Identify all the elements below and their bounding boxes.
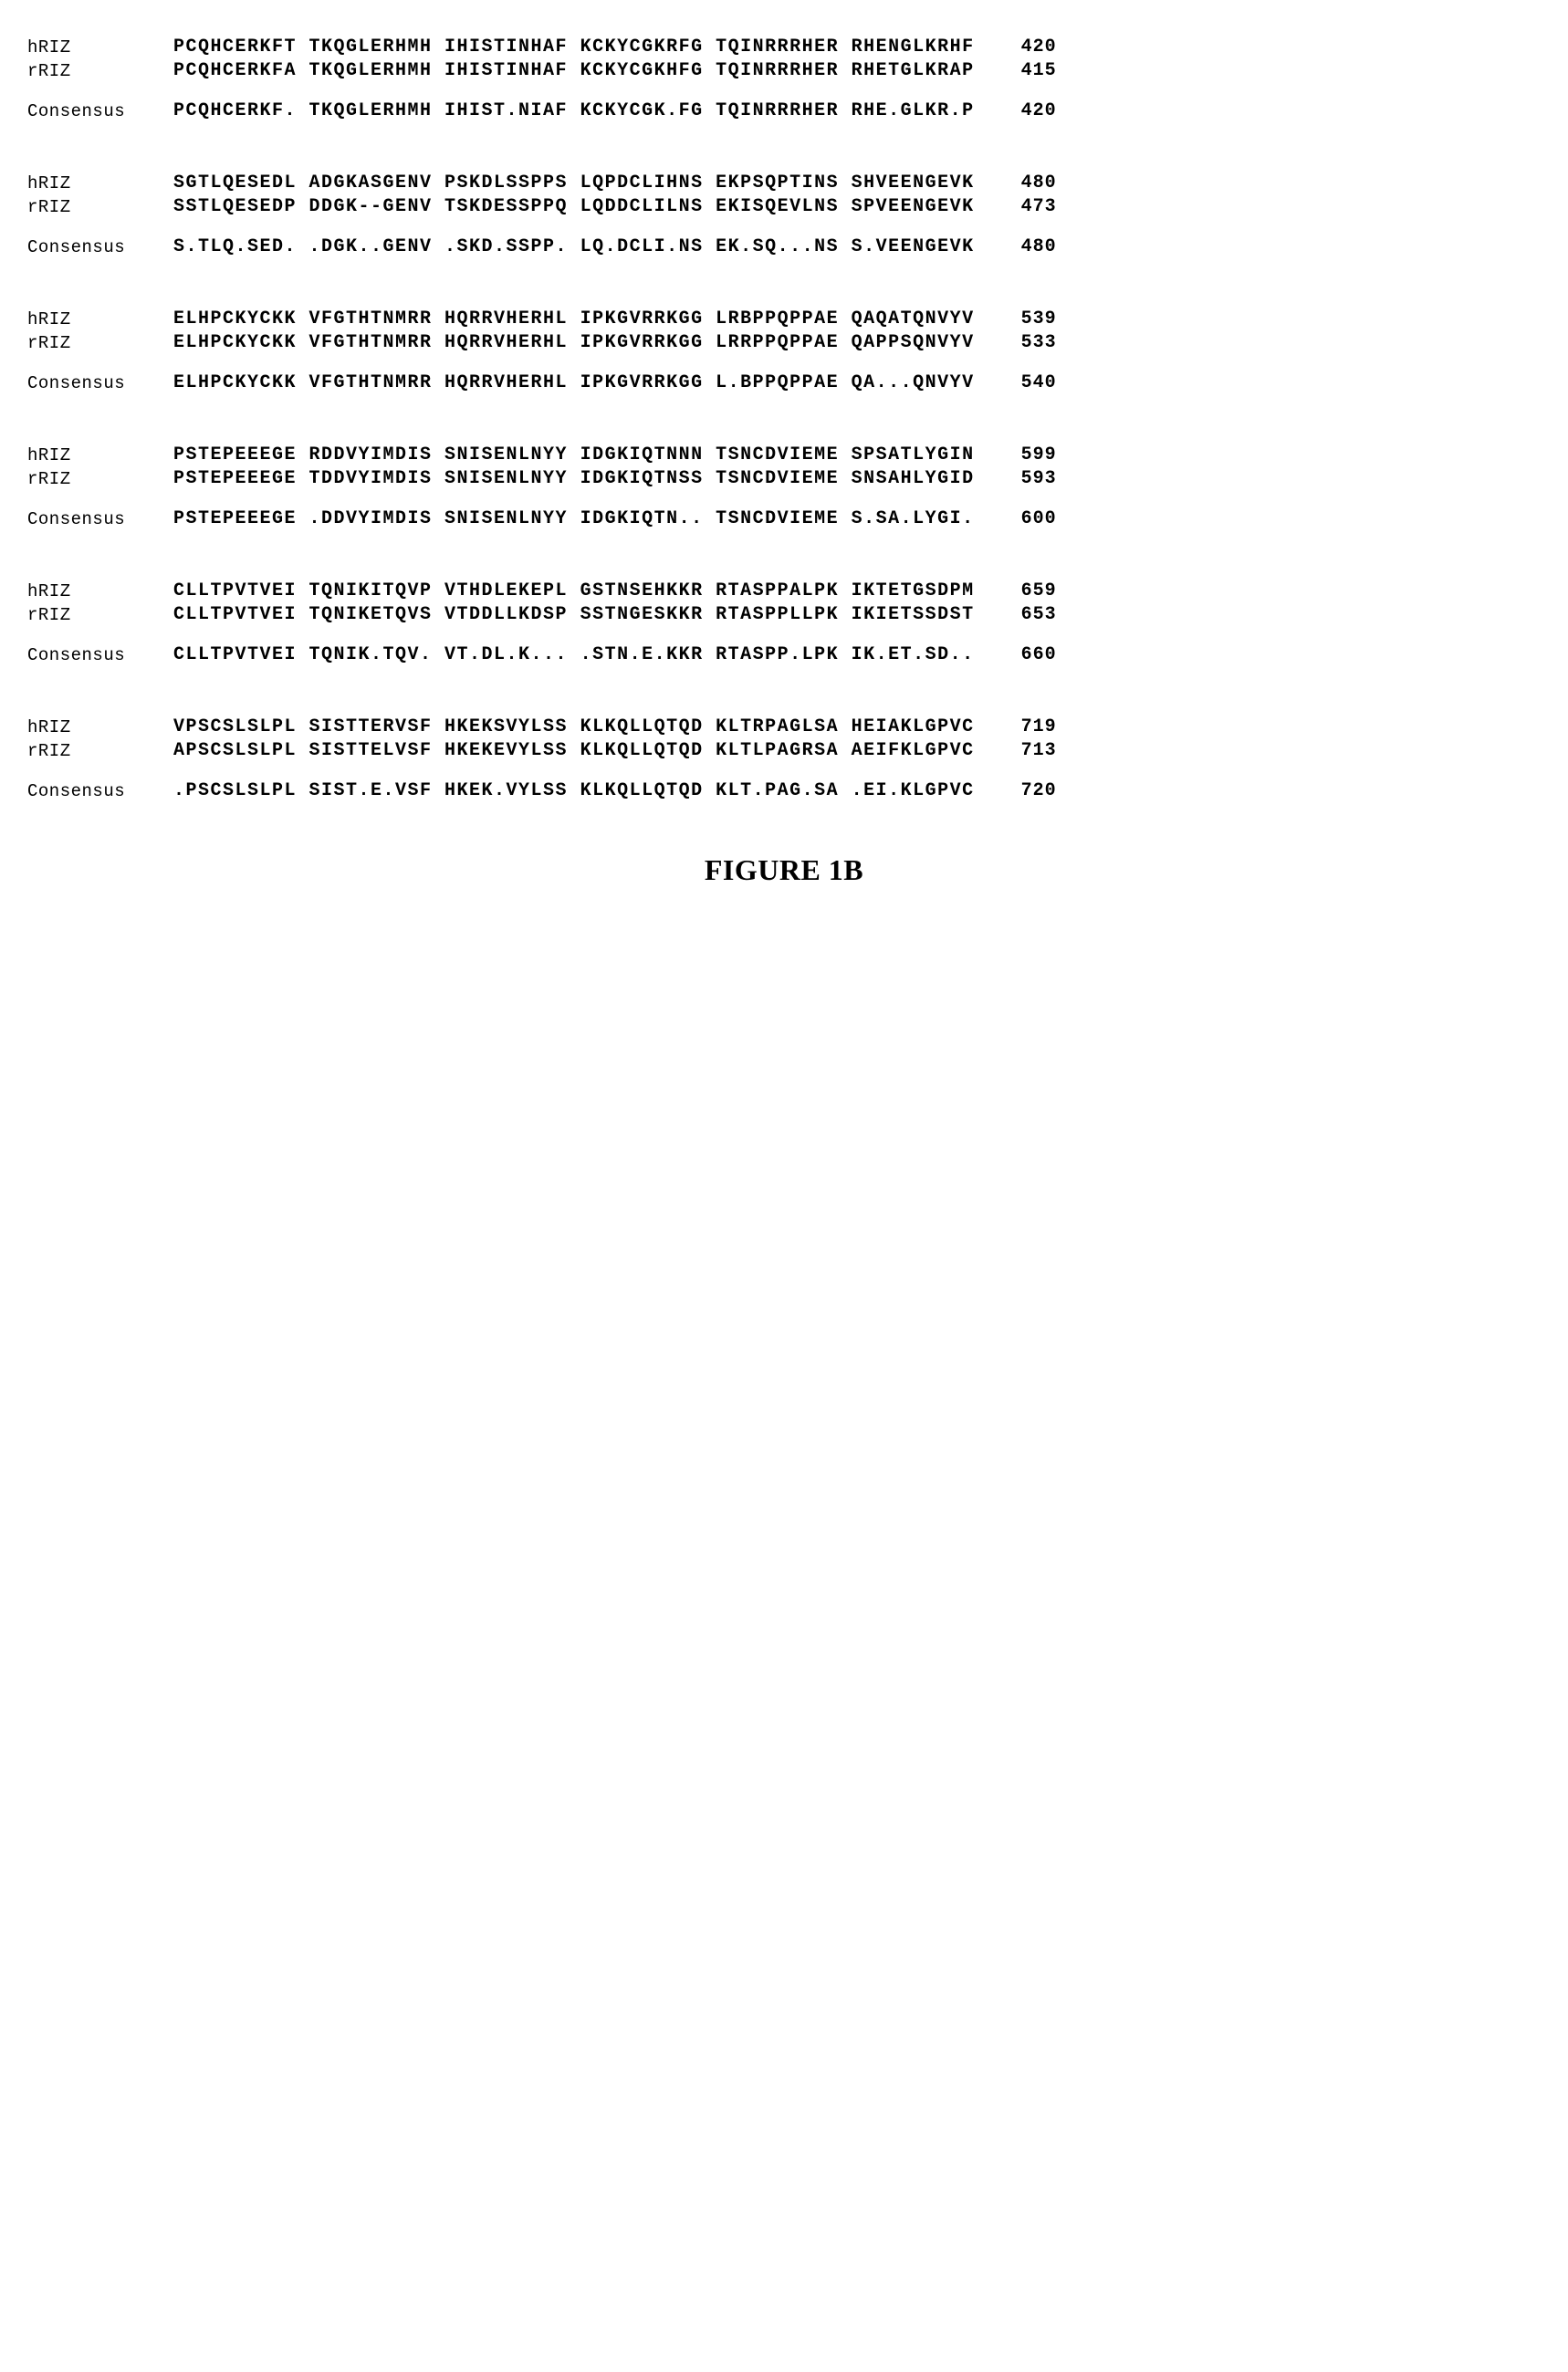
sequence-text: APSCSLSLPL SISTTELVSF HKEKEVYLSS KLKQLLQ…	[173, 740, 975, 762]
sequence-text: ELHPCKYCKK VFGTHTNMRR HQRRVHERHL IPKGVRR…	[173, 308, 975, 330]
alignment-row: hRIZVPSCSLSLPL SISTTERVSF HKEKSVYLSS KLK…	[27, 716, 1541, 738]
position-number: 420	[993, 37, 1057, 58]
sequence-label: rRIZ	[27, 61, 173, 82]
sequence-label: rRIZ	[27, 605, 173, 626]
sequence-label: hRIZ	[27, 445, 173, 466]
alignment-row: ConsensusPSTEPEEEGE .DDVYIMDIS SNISENLNY…	[27, 508, 1541, 530]
position-number: 533	[993, 332, 1057, 354]
alignment-row: ConsensusCLLTPVTVEI TQNIK.TQV. VT.DL.K..…	[27, 644, 1541, 666]
sequence-label: hRIZ	[27, 309, 173, 330]
sequence-text: PCQHCERKFT TKQGLERHMH IHISTINHAF KCKYCGK…	[173, 37, 975, 58]
sequence-text: PSTEPEEEGE .DDVYIMDIS SNISENLNYY IDGKIQT…	[173, 508, 975, 530]
sequence-text: ELHPCKYCKK VFGTHTNMRR HQRRVHERHL IPKGVRR…	[173, 332, 975, 354]
alignment-block: hRIZCLLTPVTVEI TQNIKITQVP VTHDLEKEPL GST…	[27, 580, 1541, 666]
sequence-label: rRIZ	[27, 741, 173, 762]
position-number: 593	[993, 468, 1057, 490]
position-number: 653	[993, 604, 1057, 626]
alignment-row: rRIZCLLTPVTVEI TQNIKETQVS VTDDLLKDSP SST…	[27, 604, 1541, 626]
sequence-text: .PSCSLSLPL SIST.E.VSF HKEK.VYLSS KLKQLLQ…	[173, 780, 975, 802]
sequence-text: PSTEPEEEGE RDDVYIMDIS SNISENLNYY IDGKIQT…	[173, 444, 975, 466]
sequence-text: ELHPCKYCKK VFGTHTNMRR HQRRVHERHL IPKGVRR…	[173, 372, 975, 394]
alignment-row: ConsensusS.TLQ.SED. .DGK..GENV .SKD.SSPP…	[27, 236, 1541, 258]
position-number: 420	[993, 100, 1057, 122]
sequence-label: hRIZ	[27, 581, 173, 602]
sequence-text: S.TLQ.SED. .DGK..GENV .SKD.SSPP. LQ.DCLI…	[173, 236, 975, 258]
sequence-alignment-container: hRIZPCQHCERKFT TKQGLERHMH IHISTINHAF KCK…	[27, 37, 1541, 802]
position-number: 720	[993, 780, 1057, 802]
sequence-label: rRIZ	[27, 333, 173, 354]
position-number: 480	[993, 172, 1057, 194]
position-number: 480	[993, 236, 1057, 258]
sequence-label: hRIZ	[27, 717, 173, 738]
sequence-text: SGTLQESEDL ADGKASGENV PSKDLSSPPS LQPDCLI…	[173, 172, 975, 194]
position-number: 659	[993, 580, 1057, 602]
alignment-block: hRIZSGTLQESEDL ADGKASGENV PSKDLSSPPS LQP…	[27, 172, 1541, 258]
sequence-label: Consensus	[27, 373, 173, 394]
spacer-row	[27, 492, 1541, 508]
sequence-label: Consensus	[27, 781, 173, 802]
alignment-block: hRIZELHPCKYCKK VFGTHTNMRR HQRRVHERHL IPK…	[27, 308, 1541, 394]
alignment-row: hRIZSGTLQESEDL ADGKASGENV PSKDLSSPPS LQP…	[27, 172, 1541, 194]
sequence-text: CLLTPVTVEI TQNIKETQVS VTDDLLKDSP SSTNGES…	[173, 604, 975, 626]
alignment-block: hRIZPCQHCERKFT TKQGLERHMH IHISTINHAF KCK…	[27, 37, 1541, 122]
sequence-label: hRIZ	[27, 37, 173, 58]
sequence-label: rRIZ	[27, 197, 173, 218]
alignment-row: hRIZPCQHCERKFT TKQGLERHMH IHISTINHAF KCK…	[27, 37, 1541, 58]
sequence-label: rRIZ	[27, 469, 173, 490]
spacer-row	[27, 628, 1541, 644]
position-number: 713	[993, 740, 1057, 762]
sequence-label: Consensus	[27, 645, 173, 666]
alignment-row: ConsensusPCQHCERKF. TKQGLERHMH IHIST.NIA…	[27, 100, 1541, 122]
alignment-row: hRIZELHPCKYCKK VFGTHTNMRR HQRRVHERHL IPK…	[27, 308, 1541, 330]
alignment-block: hRIZVPSCSLSLPL SISTTERVSF HKEKSVYLSS KLK…	[27, 716, 1541, 802]
alignment-block: hRIZPSTEPEEEGE RDDVYIMDIS SNISENLNYY IDG…	[27, 444, 1541, 530]
sequence-label: Consensus	[27, 101, 173, 122]
alignment-row: rRIZELHPCKYCKK VFGTHTNMRR HQRRVHERHL IPK…	[27, 332, 1541, 354]
sequence-text: VPSCSLSLPL SISTTERVSF HKEKSVYLSS KLKQLLQ…	[173, 716, 975, 738]
alignment-row: rRIZPCQHCERKFA TKQGLERHMH IHISTINHAF KCK…	[27, 60, 1541, 82]
sequence-label: Consensus	[27, 237, 173, 258]
sequence-text: PCQHCERKFA TKQGLERHMH IHISTINHAF KCKYCGK…	[173, 60, 975, 82]
position-number: 539	[993, 308, 1057, 330]
spacer-row	[27, 356, 1541, 372]
sequence-text: SSTLQESEDP DDGK--GENV TSKDESSPPQ LQDDCLI…	[173, 196, 975, 218]
alignment-row: hRIZPSTEPEEEGE RDDVYIMDIS SNISENLNYY IDG…	[27, 444, 1541, 466]
alignment-row: rRIZPSTEPEEEGE TDDVYIMDIS SNISENLNYY IDG…	[27, 468, 1541, 490]
alignment-row: Consensus.PSCSLSLPL SIST.E.VSF HKEK.VYLS…	[27, 780, 1541, 802]
spacer-row	[27, 220, 1541, 236]
position-number: 600	[993, 508, 1057, 530]
alignment-row: hRIZCLLTPVTVEI TQNIKITQVP VTHDLEKEPL GST…	[27, 580, 1541, 602]
position-number: 540	[993, 372, 1057, 394]
position-number: 473	[993, 196, 1057, 218]
alignment-row: rRIZAPSCSLSLPL SISTTELVSF HKEKEVYLSS KLK…	[27, 740, 1541, 762]
position-number: 599	[993, 444, 1057, 466]
spacer-row	[27, 764, 1541, 780]
alignment-row: ConsensusELHPCKYCKK VFGTHTNMRR HQRRVHERH…	[27, 372, 1541, 394]
spacer-row	[27, 84, 1541, 100]
position-number: 415	[993, 60, 1057, 82]
sequence-text: CLLTPVTVEI TQNIKITQVP VTHDLEKEPL GSTNSEH…	[173, 580, 975, 602]
sequence-label: hRIZ	[27, 173, 173, 194]
sequence-label: Consensus	[27, 509, 173, 530]
position-number: 719	[993, 716, 1057, 738]
position-number: 660	[993, 644, 1057, 666]
alignment-row: rRIZSSTLQESEDP DDGK--GENV TSKDESSPPQ LQD…	[27, 196, 1541, 218]
sequence-text: PSTEPEEEGE TDDVYIMDIS SNISENLNYY IDGKIQT…	[173, 468, 975, 490]
sequence-text: PCQHCERKF. TKQGLERHMH IHIST.NIAF KCKYCGK…	[173, 100, 975, 122]
figure-title: FIGURE 1B	[27, 852, 1541, 887]
sequence-text: CLLTPVTVEI TQNIK.TQV. VT.DL.K... .STN.E.…	[173, 644, 975, 666]
